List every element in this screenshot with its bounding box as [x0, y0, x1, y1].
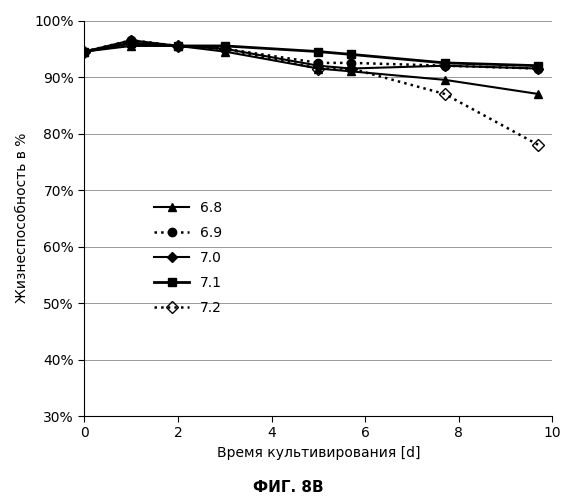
Legend: 6.8, 6.9, 7.0, 7.1, 7.2: 6.8, 6.9, 7.0, 7.1, 7.2 [147, 194, 229, 322]
7.2 [315, 66, 322, 71]
6.9 [441, 62, 448, 68]
7.0 [315, 62, 322, 68]
7.2 [175, 43, 181, 49]
7.2 [221, 46, 228, 52]
Text: ФИГ. 8B: ФИГ. 8B [253, 480, 323, 495]
7.1 [221, 43, 228, 49]
Line: 6.8: 6.8 [80, 42, 543, 98]
Line: 7.1: 7.1 [80, 39, 543, 70]
Line: 6.9: 6.9 [80, 36, 543, 72]
7.0 [81, 48, 88, 54]
6.8 [347, 68, 354, 74]
7.1 [441, 60, 448, 66]
6.8 [81, 48, 88, 54]
7.1 [535, 62, 541, 68]
7.2 [128, 40, 135, 46]
6.8 [535, 91, 541, 97]
6.8 [175, 43, 181, 49]
Line: 7.0: 7.0 [81, 37, 541, 72]
7.2 [81, 48, 88, 54]
7.0 [347, 66, 354, 71]
6.9 [81, 48, 88, 54]
7.2 [441, 91, 448, 97]
7.0 [535, 66, 541, 71]
6.8 [441, 77, 448, 83]
7.0 [221, 46, 228, 52]
7.2 [347, 66, 354, 71]
Line: 7.2: 7.2 [80, 39, 543, 149]
6.9 [347, 60, 354, 66]
6.8 [128, 43, 135, 49]
7.0 [128, 38, 135, 44]
6.8 [315, 66, 322, 71]
6.9 [128, 38, 135, 44]
7.2 [535, 142, 541, 148]
6.8 [221, 48, 228, 54]
6.9 [221, 46, 228, 52]
7.0 [175, 43, 181, 49]
X-axis label: Время культивирования [d]: Время культивирования [d] [217, 446, 420, 460]
6.9 [535, 66, 541, 71]
7.1 [347, 52, 354, 58]
7.1 [175, 43, 181, 49]
Y-axis label: Жизнеспособность в %: Жизнеспособность в % [15, 133, 29, 304]
6.9 [175, 43, 181, 49]
7.1 [81, 48, 88, 54]
7.1 [128, 40, 135, 46]
6.9 [315, 60, 322, 66]
7.1 [315, 48, 322, 54]
7.0 [441, 62, 448, 68]
